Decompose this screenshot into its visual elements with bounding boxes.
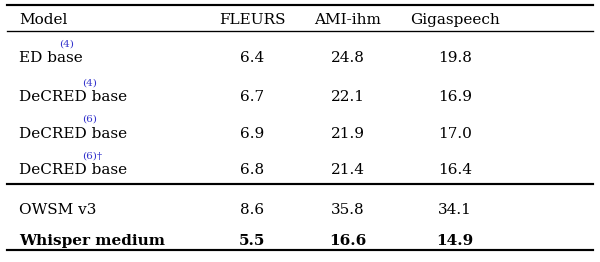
Text: Gigaspeech: Gigaspeech	[410, 13, 500, 26]
Text: 17.0: 17.0	[439, 127, 472, 141]
Text: DeCRED base: DeCRED base	[19, 163, 127, 177]
Text: 6.8: 6.8	[240, 163, 264, 177]
Text: 21.4: 21.4	[331, 163, 365, 177]
Text: ED base: ED base	[19, 51, 83, 66]
Text: (4): (4)	[82, 79, 97, 88]
Text: 6.4: 6.4	[240, 51, 265, 66]
Text: AMI-ihm: AMI-ihm	[314, 13, 381, 26]
Text: 16.9: 16.9	[438, 90, 472, 104]
Text: 16.4: 16.4	[438, 163, 472, 177]
Text: Model: Model	[19, 13, 68, 26]
Text: Whisper medium: Whisper medium	[19, 234, 166, 248]
Text: 24.8: 24.8	[331, 51, 365, 66]
Text: 35.8: 35.8	[331, 203, 365, 217]
Text: DeCRED base: DeCRED base	[19, 90, 127, 104]
Text: 8.6: 8.6	[240, 203, 264, 217]
Text: 19.8: 19.8	[439, 51, 472, 66]
Text: (4): (4)	[59, 40, 74, 49]
Text: 14.9: 14.9	[437, 234, 474, 248]
Text: FLEURS: FLEURS	[219, 13, 286, 26]
Text: 5.5: 5.5	[239, 234, 265, 248]
Text: 21.9: 21.9	[331, 127, 365, 141]
Text: 16.6: 16.6	[329, 234, 367, 248]
Text: 6.9: 6.9	[240, 127, 265, 141]
Text: 6.7: 6.7	[240, 90, 264, 104]
Text: (6)†: (6)†	[82, 151, 102, 160]
Text: (6): (6)	[82, 115, 97, 124]
Text: OWSM v3: OWSM v3	[19, 203, 97, 217]
Text: DeCRED base: DeCRED base	[19, 127, 127, 141]
Text: 34.1: 34.1	[439, 203, 472, 217]
Text: 22.1: 22.1	[331, 90, 365, 104]
